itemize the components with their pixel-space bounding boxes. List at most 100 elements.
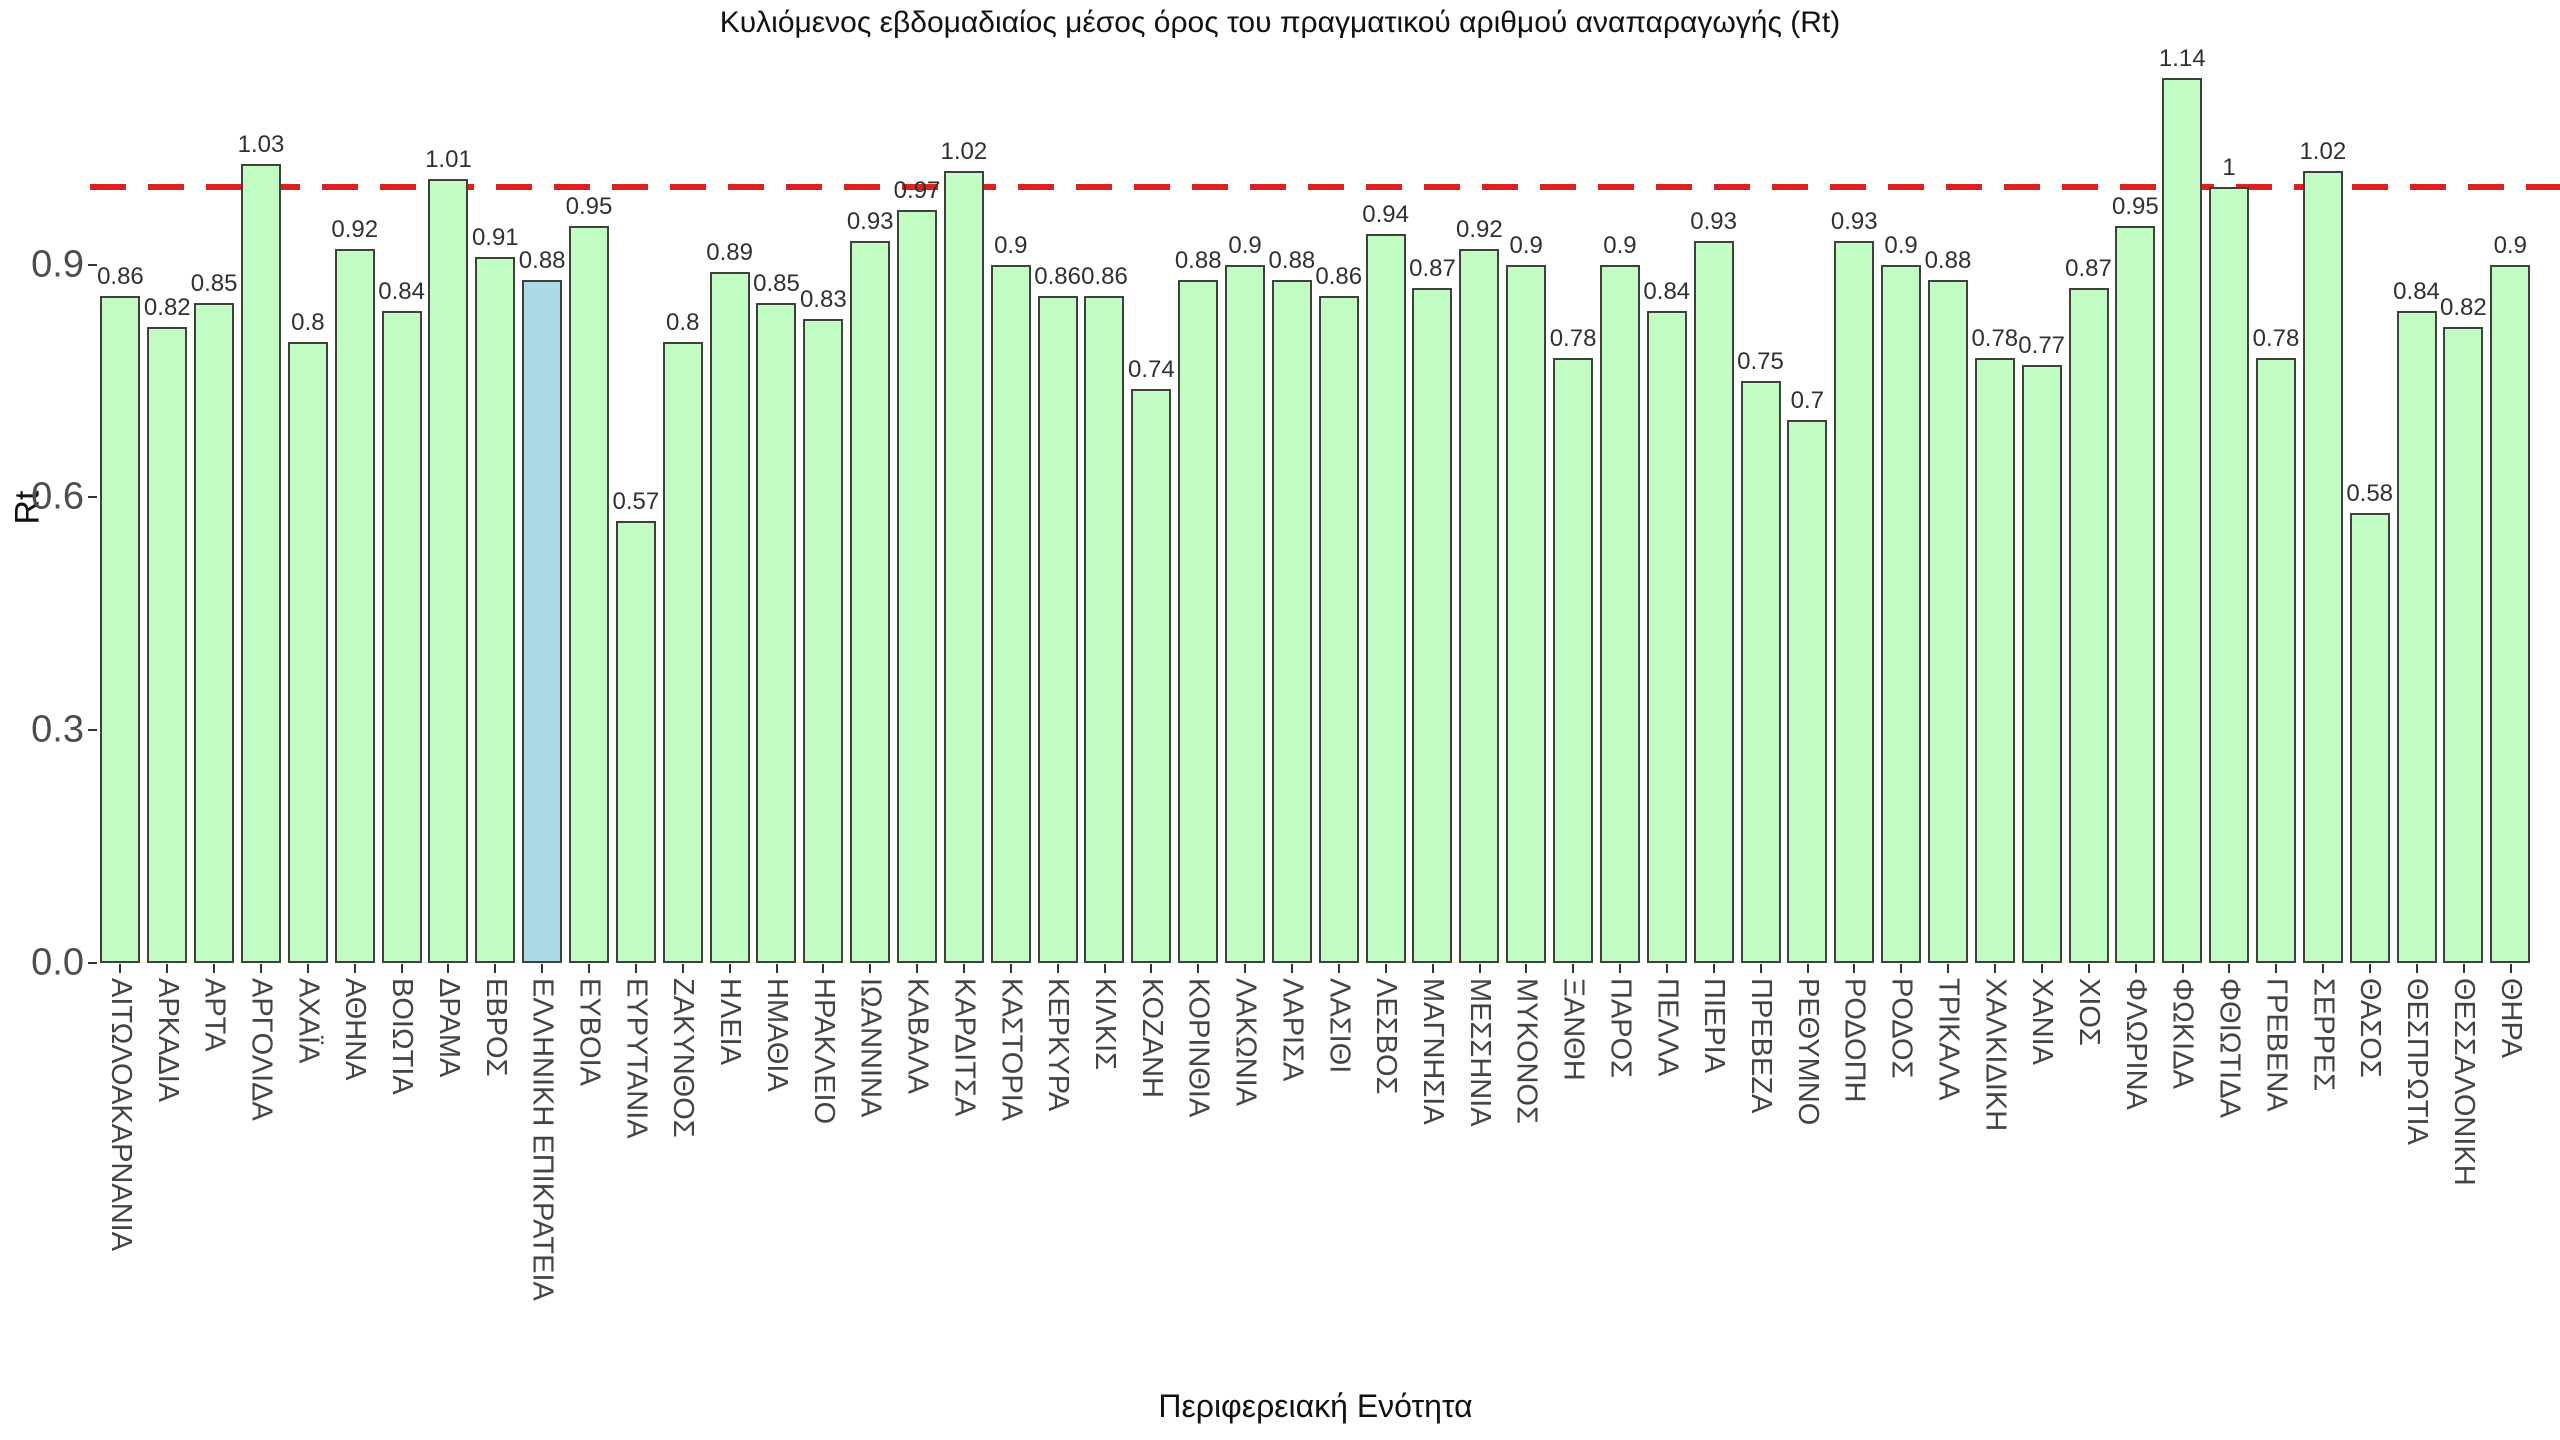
bar-column: 0.93: [1831, 40, 1878, 963]
x-tick-label: ΗΡΑΚΛΕΙΟ: [807, 978, 840, 1125]
x-tick-mark: [1619, 964, 1622, 973]
bar-column: 0.92: [331, 40, 378, 963]
bar: [1178, 280, 1219, 963]
bar-column: 0.7: [1784, 40, 1831, 963]
y-tick-mark: [88, 496, 97, 499]
bar-column: 0.93: [847, 40, 894, 963]
x-tick-label: ΑΡΓΟΛΙΔΑ: [245, 978, 278, 1121]
bar-column: 0.58: [2346, 40, 2393, 963]
x-label-column: ΠΡΕΒΕΖΑ: [1737, 978, 1784, 1113]
bar-value-label: 0.74: [1127, 356, 1175, 383]
x-tick-label: ΦΩΚΙΔΑ: [2166, 978, 2199, 1089]
bar-value-label: 0.9: [1884, 232, 1918, 259]
bar: [662, 342, 703, 963]
chart-title: Κυλιόμενος εβδομαδιαίος μέσος όρος του π…: [719, 6, 1841, 39]
bar: [2209, 187, 2250, 963]
bar-value-label: 0.57: [612, 488, 660, 515]
bar-column: 0.95: [566, 40, 613, 963]
bar-column: 0.91: [472, 40, 519, 963]
x-label-column: ΧΑΝΙΑ: [2018, 978, 2065, 1065]
bar: [1412, 288, 1453, 963]
x-label-column: ΡΟΔΟΣ: [1878, 978, 1925, 1079]
bar-value-label: 0.82: [2440, 294, 2487, 321]
bar-value-label: 0.9: [1228, 232, 1262, 259]
x-tick-mark: [2509, 964, 2512, 973]
x-tick-mark: [1431, 964, 1434, 973]
x-tick-mark: [1572, 964, 1575, 973]
x-label-column: ΡΕΘΥΜΝΟ: [1784, 978, 1831, 1125]
bar: [2068, 288, 2109, 963]
x-tick-label: ΦΛΩΡΙΝΑ: [2119, 978, 2152, 1110]
bar-value-label: 0.94: [1362, 201, 1409, 228]
x-label-column: ΜΕΣΣΗΝΙΑ: [1456, 978, 1503, 1127]
x-tick-mark: [2181, 964, 2184, 973]
bar-value-label: 0.84: [1643, 278, 1691, 305]
x-tick-mark: [1291, 964, 1294, 973]
bar-column: 0.78: [1550, 40, 1597, 963]
x-tick-label: ΘΑΣΟΣ: [2354, 978, 2387, 1078]
bar-highlighted: [522, 280, 563, 963]
bar-value-label: 1.02: [940, 138, 988, 165]
x-label-column: ΠΙΕΡΙΑ: [1690, 978, 1737, 1073]
x-tick-mark: [400, 964, 403, 973]
bar-value-label: 0.58: [2346, 480, 2394, 507]
bar-value-label: 0.83: [799, 286, 847, 313]
x-label-column: ΑΘΗΝΑ: [331, 978, 378, 1081]
x-label-column: ΘΗΡΑ: [2487, 978, 2534, 1058]
bar-column: 0.8: [659, 40, 706, 963]
bar-value-label: 0.86: [97, 263, 144, 290]
bar-column: 0.9: [2487, 40, 2534, 963]
bar-column: 0.86: [1315, 40, 1362, 963]
bar: [2115, 226, 2156, 963]
bar-value-label: 0.78: [1971, 325, 2019, 352]
y-tick-label: 0.6: [31, 475, 84, 518]
x-tick-mark: [1759, 964, 1762, 973]
x-tick-label: ΔΡΑΜΑ: [432, 978, 465, 1078]
x-label-column: ΕΥΡΥΤΑΝΙΑ: [612, 978, 659, 1139]
bar-column: 0.75: [1737, 40, 1784, 963]
x-tick-mark: [963, 964, 965, 973]
bar-column: 0.88: [519, 40, 566, 963]
x-tick-label: ΘΗΡΑ: [2494, 978, 2527, 1059]
bar: [1834, 241, 1875, 963]
bar-value-label: 0.78: [2252, 325, 2300, 352]
bar: [1740, 381, 1781, 963]
x-tick-mark: [260, 964, 263, 973]
x-label-column: ΚΑΡΔΙΤΣΑ: [940, 978, 987, 1116]
bar-value-label: 0.88: [1174, 247, 1222, 274]
bar: [1131, 389, 1172, 963]
x-tick-label: ΠΑΡΟΣ: [1604, 978, 1637, 1079]
x-tick-mark: [2462, 964, 2465, 973]
x-tick-label: ΛΕΣΒΟΣ: [1370, 978, 1403, 1095]
x-tick-label: ΑΡΚΑΔΙΑ: [151, 978, 184, 1103]
x-tick-label: ΧΙΟΣ: [2073, 978, 2106, 1046]
x-tick-mark: [166, 964, 169, 973]
bar: [2443, 327, 2484, 963]
x-label-column: ΚΑΣΤΟΡΙΑ: [987, 978, 1034, 1121]
x-tick-label: ΘΕΣΣΑΛΟΝΙΚΗ: [2447, 978, 2480, 1186]
bar: [2490, 265, 2531, 963]
x-axis-labels: ΑΙΤΩΛΟΑΚΑΡΝΑΝΙΑ ΑΡΚΑΔΙΑ ΑΡΤΑ ΑΡΓΟΛΙΔΑ ΑΧΑΪΑ Α…: [97, 978, 2534, 1378]
bar-column: 0.93: [1690, 40, 1737, 963]
x-tick-mark: [213, 964, 216, 973]
bar-column: 0.8: [284, 40, 331, 963]
x-tick-mark: [119, 964, 122, 973]
bar-column: 1.02: [940, 40, 987, 963]
bar-value-label: 1.03: [237, 131, 285, 158]
bar-column: 0.77: [2018, 40, 2065, 963]
bar: [709, 272, 750, 963]
x-label-column: ΘΑΣΟΣ: [2346, 978, 2393, 1078]
bar-column: 0.88: [1268, 40, 1315, 963]
x-tick-mark: [1056, 964, 1059, 973]
bar-column: 0.9: [1503, 40, 1550, 963]
bar-column: 0.97: [894, 40, 941, 963]
x-label-column: ΑΡΤΑ: [191, 978, 238, 1052]
x-label-column: ΘΕΣΣΑΛΟΝΙΚΗ: [2440, 978, 2487, 1186]
bar-value-label: 0.88: [1924, 247, 1972, 274]
x-tick-label: ΚΑΒΑΛΑ: [901, 978, 934, 1095]
bar-value-label: 0.86: [1315, 263, 1363, 290]
x-tick-label: ΚΙΛΚΙΣ: [1088, 978, 1121, 1071]
x-tick-label: ΕΥΡΥΤΑΝΙΑ: [620, 978, 653, 1139]
x-tick-mark: [541, 964, 544, 973]
